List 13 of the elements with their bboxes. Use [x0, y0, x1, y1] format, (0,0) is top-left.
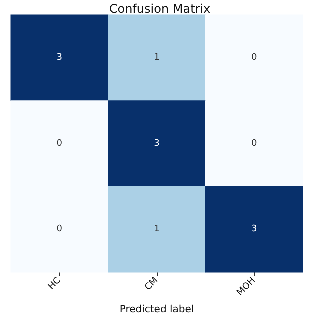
- data-label: 3: [251, 224, 258, 235]
- x-axis-title: Predicted label: [120, 304, 194, 316]
- data-label: 1: [154, 224, 160, 235]
- data-label: 3: [56, 52, 63, 63]
- data-label: 0: [251, 138, 258, 149]
- data-label: 0: [251, 52, 258, 63]
- data-label: 3: [154, 138, 160, 149]
- chart-title: Confusion Matrix: [109, 2, 211, 16]
- data-label: 0: [56, 224, 63, 235]
- data-label: 1: [154, 52, 160, 63]
- x-tick-label: CM: [144, 276, 161, 293]
- x-tick-label: HC: [46, 276, 64, 292]
- data-label: 0: [56, 138, 63, 149]
